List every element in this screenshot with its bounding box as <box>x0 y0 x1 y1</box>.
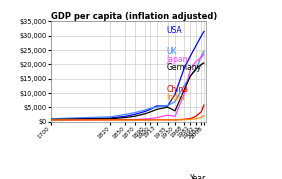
Text: China: China <box>166 85 188 94</box>
Text: USA: USA <box>166 26 182 35</box>
Text: GDP per capita (inflation adjusted): GDP per capita (inflation adjusted) <box>51 12 217 21</box>
Text: Year: Year <box>190 174 206 179</box>
Text: Germany: Germany <box>166 63 201 72</box>
Text: UK: UK <box>166 47 177 56</box>
Text: Japan: Japan <box>166 55 188 64</box>
Text: India: India <box>166 93 185 102</box>
